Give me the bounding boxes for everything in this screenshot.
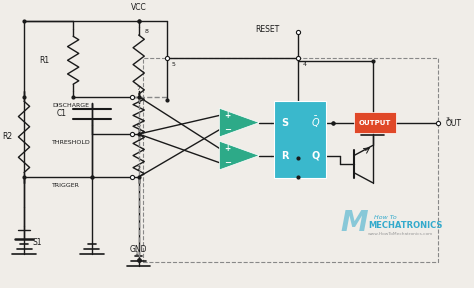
Text: How To: How To	[374, 215, 397, 220]
Text: 2: 2	[137, 166, 140, 171]
Text: S: S	[281, 118, 288, 128]
Text: VCC: VCC	[131, 3, 146, 12]
Text: R: R	[281, 151, 289, 160]
Text: 8: 8	[144, 29, 148, 35]
Text: RESET: RESET	[255, 25, 279, 34]
Text: DISCHARGE: DISCHARGE	[52, 103, 89, 107]
Text: www.HowToMechatronics.com: www.HowToMechatronics.com	[368, 232, 433, 236]
Text: S1: S1	[32, 238, 42, 247]
Polygon shape	[219, 108, 259, 137]
Polygon shape	[219, 141, 259, 170]
Text: +: +	[224, 144, 230, 153]
Text: R1: R1	[40, 56, 50, 65]
Bar	[274, 101, 326, 179]
Text: 7: 7	[137, 86, 140, 91]
Text: 5: 5	[172, 62, 175, 67]
Text: OUTPUT: OUTPUT	[359, 120, 391, 126]
Text: 6: 6	[137, 123, 140, 128]
Text: M: M	[340, 209, 367, 237]
Text: OUT: OUT	[445, 119, 461, 128]
Text: −: −	[224, 158, 231, 167]
Text: Q: Q	[311, 151, 320, 160]
Text: R2: R2	[2, 132, 12, 141]
Bar	[354, 112, 396, 133]
Text: GND: GND	[130, 245, 147, 254]
Text: +: +	[224, 111, 230, 120]
Text: $\bar{Q}$: $\bar{Q}$	[311, 115, 320, 130]
Text: −: −	[224, 125, 231, 134]
Text: MECHATRONICS: MECHATRONICS	[368, 221, 442, 230]
Text: 3: 3	[445, 117, 449, 122]
Text: C1: C1	[56, 109, 66, 118]
Bar	[143, 58, 438, 262]
Text: 4: 4	[302, 62, 307, 67]
Text: 1: 1	[135, 251, 139, 257]
Text: THRESHOLD: THRESHOLD	[52, 140, 91, 145]
Text: TRIGGER: TRIGGER	[52, 183, 80, 188]
